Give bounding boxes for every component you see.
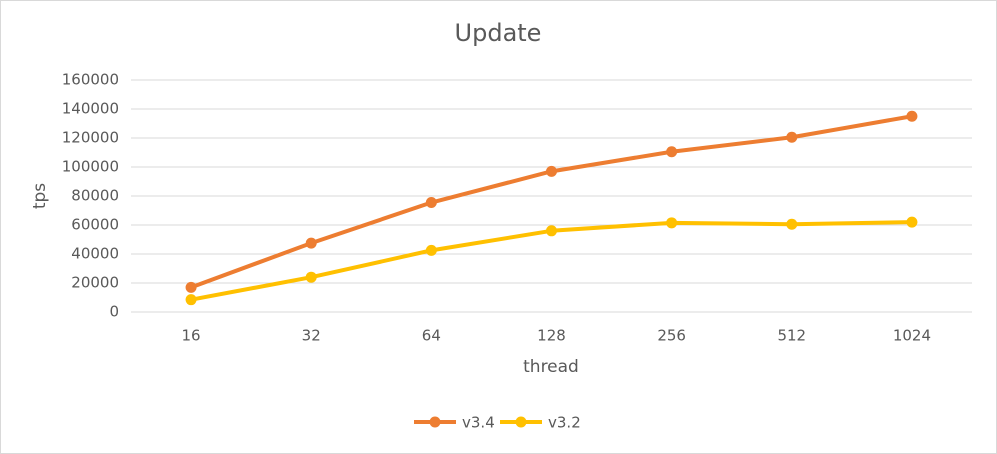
- data-point: [185, 281, 197, 293]
- data-point: [906, 216, 918, 228]
- y-tick-label: 20000: [71, 274, 119, 292]
- y-tick-label: 40000: [71, 245, 119, 263]
- x-tick-label: 1024: [893, 327, 931, 345]
- x-tick-label: 32: [302, 327, 321, 345]
- y-tick-label: 60000: [71, 216, 119, 234]
- y-tick-label: 0: [109, 303, 119, 321]
- y-tick-label: 160000: [62, 71, 119, 89]
- data-point: [305, 237, 317, 249]
- y-tick-label: 120000: [62, 129, 119, 147]
- data-point: [786, 218, 798, 230]
- y-tick-label: 100000: [62, 158, 119, 176]
- legend-label: v3.2: [548, 414, 581, 432]
- legend-label: v3.4: [462, 414, 495, 432]
- data-point: [425, 197, 437, 209]
- y-tick-label: 140000: [62, 100, 119, 118]
- y-tick-label: 80000: [71, 187, 119, 205]
- data-point: [906, 110, 918, 122]
- data-point: [786, 131, 798, 143]
- data-point: [425, 244, 437, 256]
- x-tick-label: 128: [537, 327, 566, 345]
- data-point: [546, 165, 557, 177]
- chart-title: Update: [455, 19, 542, 47]
- data-point: [666, 146, 678, 158]
- x-axis-label: thread: [523, 357, 579, 377]
- x-tick-label: 256: [657, 327, 686, 345]
- data-point: [546, 225, 557, 237]
- x-tick-label: 64: [422, 327, 441, 345]
- legend-marker: [429, 416, 441, 428]
- data-point: [185, 294, 197, 306]
- legend-marker: [515, 416, 527, 428]
- x-tick-label: 512: [777, 327, 806, 345]
- y-axis-label: tps: [30, 183, 50, 209]
- data-point: [666, 217, 678, 229]
- data-point: [305, 271, 317, 283]
- x-tick-label: 16: [182, 327, 201, 345]
